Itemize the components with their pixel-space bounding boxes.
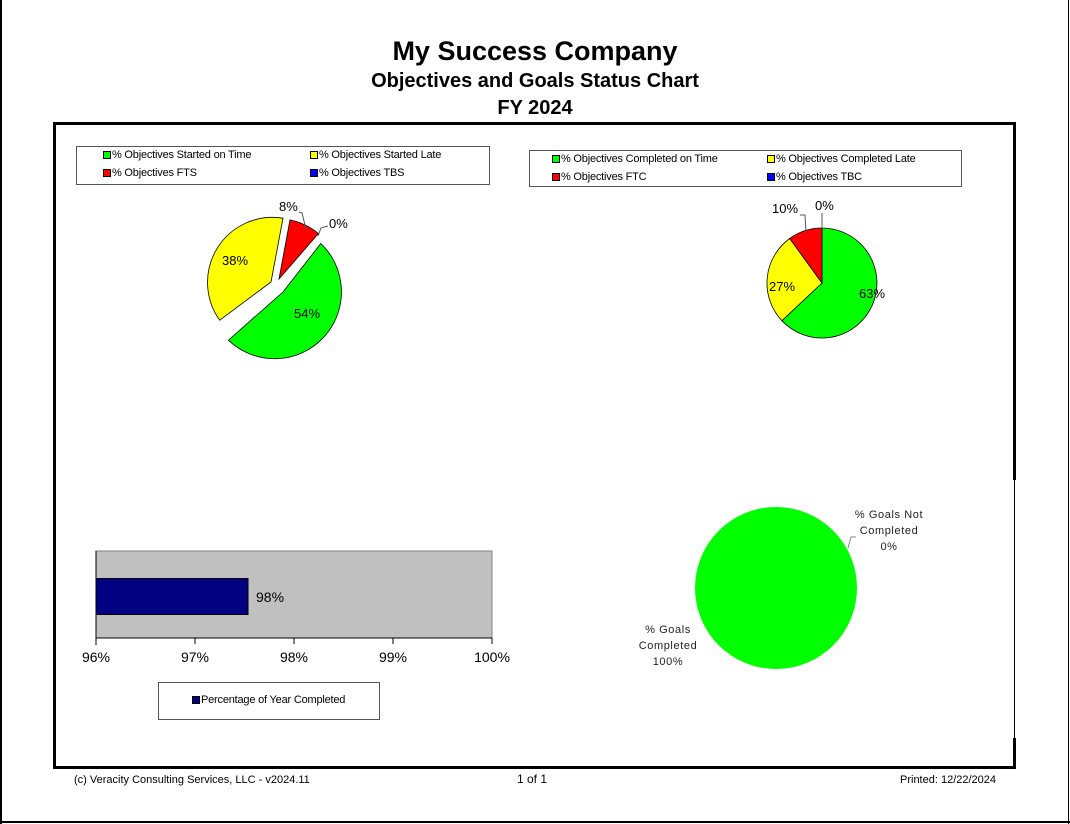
blue-swatch-icon xyxy=(310,169,318,177)
goals-completed-line1: % Goals xyxy=(645,624,691,636)
goals-not-completed-line2: Completed xyxy=(859,525,919,537)
green-swatch-icon xyxy=(103,151,111,159)
goals-completed-value: 100% xyxy=(652,656,684,668)
navy-swatch-icon xyxy=(192,696,200,704)
footer-page-number: 1 of 1 xyxy=(517,772,548,786)
goals-completed-label: % Goals Completed 100% xyxy=(628,622,708,670)
frame-gap xyxy=(1013,480,1017,738)
legend-label: % Objectives Completed Late xyxy=(776,153,916,165)
legend-item-completed-on-time: % Objectives Completed on Time xyxy=(552,153,718,165)
completed-pie xyxy=(766,213,878,339)
started-fts-label: 8% xyxy=(279,199,298,214)
red-swatch-icon xyxy=(103,169,111,177)
legend-item-started-late: % Objectives Started Late xyxy=(310,149,441,161)
yellow-swatch-icon xyxy=(310,151,318,159)
fiscal-year: FY 2024 xyxy=(497,97,573,119)
started-late-label: 38% xyxy=(222,253,249,268)
goals-not-completed-line1: % Goals Not xyxy=(854,509,924,521)
started-legend: % Objectives Started on Time % Objective… xyxy=(76,146,490,185)
legend-item-ftc: % Objectives FTC xyxy=(552,171,647,183)
red-swatch-icon xyxy=(552,173,560,181)
legend-item-started-on-time: % Objectives Started on Time xyxy=(103,149,251,161)
x-tick-100: 100% xyxy=(474,649,510,665)
page-border-right xyxy=(1068,0,1069,824)
x-tick-97: 97% xyxy=(180,649,210,665)
page-border-left xyxy=(0,0,2,824)
goals-not-completed-label: % Goals Not Completed 0% xyxy=(849,507,929,555)
x-tick-96: 96% xyxy=(81,649,111,665)
legend-label: % Objectives FTC xyxy=(561,171,647,183)
goals-pie xyxy=(695,507,857,669)
green-swatch-icon xyxy=(552,155,560,163)
frame-right-thin-line xyxy=(1014,480,1015,738)
footer-copyright: (c) Veracity Consulting Services, LLC - … xyxy=(74,774,310,786)
x-tick-99: 99% xyxy=(378,649,408,665)
legend-label: Percentage of Year Completed xyxy=(201,694,346,706)
x-tick-98: 98% xyxy=(279,649,309,665)
goals-completed-line2: Completed xyxy=(638,640,698,652)
chart-frame xyxy=(53,122,1016,769)
legend-label: % Objectives Completed on Time xyxy=(561,153,718,165)
legend-label: % Objectives FTS xyxy=(112,167,197,179)
started-on-time-label: 54% xyxy=(294,306,321,321)
legend-label: % Objectives TBS xyxy=(319,167,405,179)
legend-item-tbs: % Objectives TBS xyxy=(310,167,404,179)
completed-on-time-label: 63% xyxy=(859,286,886,301)
legend-item-year-completed: Percentage of Year Completed xyxy=(192,694,345,706)
yellow-swatch-icon xyxy=(767,155,775,163)
legend-item-tbc: % Objectives TBC xyxy=(767,171,862,183)
goals-not-completed-value: 0% xyxy=(880,541,898,553)
legend-label: % Objectives Started Late xyxy=(319,149,442,161)
year-bar-chart xyxy=(95,550,493,645)
completed-tbc-label: 0% xyxy=(815,198,834,213)
legend-item-completed-late: % Objectives Completed Late xyxy=(767,153,916,165)
footer-printed-date: Printed: 12/22/2024 xyxy=(900,774,997,786)
year-bar-legend: Percentage of Year Completed xyxy=(158,682,380,720)
completed-legend: % Objectives Completed on Time % Objecti… xyxy=(529,150,962,187)
company-title: My Success Company xyxy=(392,36,678,66)
started-tbs-label: 0% xyxy=(329,216,348,231)
completed-late-label: 27% xyxy=(769,279,796,294)
legend-item-fts: % Objectives FTS xyxy=(103,167,197,179)
report-subtitle: Objectives and Goals Status Chart xyxy=(371,70,699,92)
started-pie xyxy=(207,211,342,360)
page-border-bottom xyxy=(0,821,1070,823)
legend-label: % Objectives Started on Time xyxy=(112,149,252,161)
blue-swatch-icon xyxy=(767,173,775,181)
year-bar-value-label: 98% xyxy=(256,589,285,605)
legend-label: % Objectives TBC xyxy=(776,171,862,183)
completed-ftc-label: 10% xyxy=(772,201,799,216)
